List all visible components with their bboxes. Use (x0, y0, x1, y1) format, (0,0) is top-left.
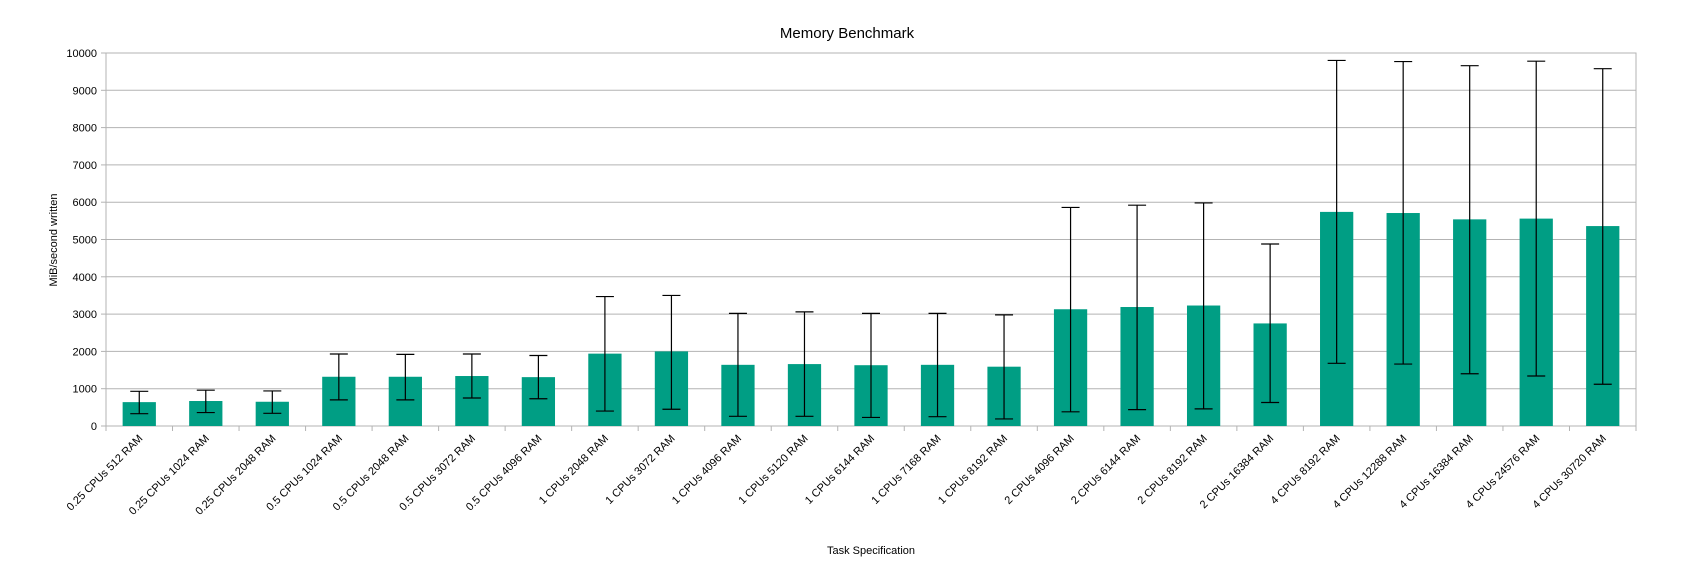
x-tick-label: 1 CPUs 3072 RAM (603, 433, 677, 507)
y-tick-label: 1000 (73, 384, 97, 396)
x-tick-label: 4 CPUs 12288 RAM (1331, 433, 1410, 512)
x-axis-title: Task Specification (827, 545, 915, 557)
y-tick-label: 9000 (73, 85, 97, 97)
y-tick-label: 4000 (73, 272, 97, 284)
x-tick-label: 0.5 CPUs 1024 RAM (264, 433, 345, 514)
x-tick-label: 4 CPUs 8192 RAM (1269, 433, 1343, 507)
y-tick-label: 10000 (66, 48, 97, 60)
x-tick-label: 0.25 CPUs 512 RAM (65, 433, 146, 514)
x-tick-label: 4 CPUs 24576 RAM (1464, 433, 1543, 512)
x-tick-label: 4 CPUs 16384 RAM (1397, 433, 1476, 512)
x-tick-label: 2 CPUs 4096 RAM (1002, 433, 1076, 507)
x-tick-label: 2 CPUs 8192 RAM (1136, 433, 1210, 507)
y-tick-label: 3000 (73, 309, 97, 321)
y-axis-ticks: 0 1000 2000 3000 4000 5000 6000 7000 8000 9000 100… (66, 48, 106, 433)
y-tick-label: 7000 (73, 160, 97, 172)
error-bars (130, 59, 1612, 420)
y-tick-label: 2000 (73, 346, 97, 358)
x-tick-label: 0.5 CPUs 2048 RAM (331, 433, 412, 514)
x-tick-label: 1 CPUs 6144 RAM (803, 433, 877, 507)
x-tick-label: 1 CPUs 7168 RAM (869, 433, 943, 507)
x-tick-label: 1 CPUs 5120 RAM (736, 433, 810, 507)
x-tick-label: 4 CPUs 30720 RAM (1530, 433, 1609, 512)
x-tick-label: 2 CPUs 6144 RAM (1069, 433, 1143, 507)
x-tick-label: 1 CPUs 2048 RAM (537, 433, 611, 507)
y-tick-label: 8000 (73, 123, 97, 135)
x-tick-label: 0.5 CPUs 3072 RAM (397, 433, 478, 514)
y-tick-label: 6000 (73, 197, 97, 209)
x-tick-label: 1 CPUs 8192 RAM (936, 433, 1010, 507)
x-tick-label: 0.5 CPUs 4096 RAM (464, 433, 545, 514)
x-tick-label: 1 CPUs 4096 RAM (670, 433, 744, 507)
chart-title: Memory Benchmark (780, 25, 915, 42)
y-tick-label: 0 (91, 421, 97, 433)
y-axis-title: MiB/second written (48, 194, 60, 287)
y-tick-label: 5000 (73, 235, 97, 247)
x-tick-label: 2 CPUs 16384 RAM (1198, 433, 1277, 512)
